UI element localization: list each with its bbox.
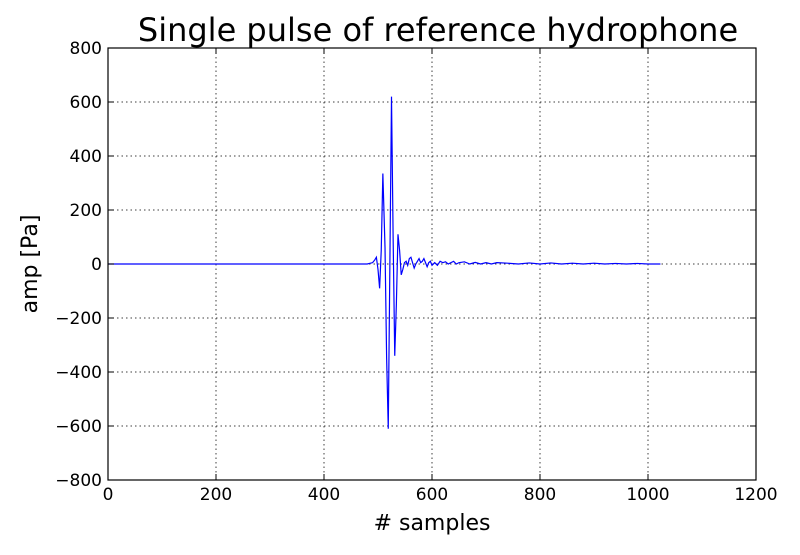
tick-label-layer: 0 200 400 600 800 1000 1200 −800 −600 −400 −200 0 20… bbox=[55, 39, 777, 505]
chart-title: Single pulse of reference hydrophone bbox=[138, 11, 738, 49]
y-axis-label: amp [Pa] bbox=[18, 215, 43, 314]
x-tick-label: 400 bbox=[308, 485, 340, 505]
tick-layer bbox=[107, 47, 757, 481]
y-tick-label: −200 bbox=[55, 309, 102, 329]
x-tick-label: 200 bbox=[200, 485, 232, 505]
x-tick-label: 800 bbox=[524, 485, 556, 505]
x-tick-label: 1000 bbox=[626, 485, 669, 505]
x-tick-label: 1200 bbox=[734, 485, 777, 505]
x-axis-label: # samples bbox=[374, 511, 491, 536]
y-tick-label: 200 bbox=[70, 201, 102, 221]
y-tick-label: 800 bbox=[70, 39, 102, 59]
series-layer bbox=[108, 96, 661, 429]
y-tick-label: −400 bbox=[55, 363, 102, 383]
y-tick-label: 400 bbox=[70, 147, 102, 167]
x-tick-label: 600 bbox=[416, 485, 448, 505]
y-tick-label: 600 bbox=[70, 93, 102, 113]
y-tick-label: 0 bbox=[91, 255, 102, 275]
y-tick-label: −600 bbox=[55, 417, 102, 437]
x-tick-label: 0 bbox=[103, 485, 114, 505]
series-line bbox=[108, 96, 661, 429]
y-tick-label: −800 bbox=[55, 471, 102, 491]
